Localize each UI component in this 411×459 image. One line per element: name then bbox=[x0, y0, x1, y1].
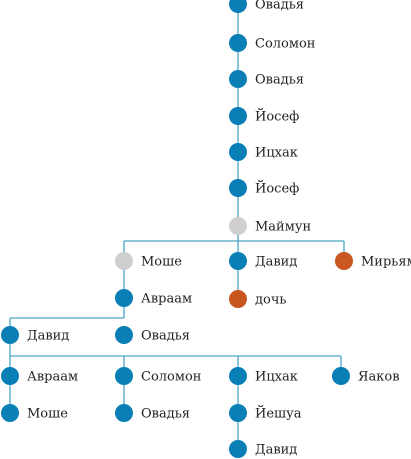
person-node: Ицхак bbox=[229, 143, 298, 161]
person-dot bbox=[335, 252, 353, 270]
person-dot bbox=[229, 0, 247, 13]
person-dot bbox=[229, 107, 247, 125]
person-name: Давид bbox=[255, 443, 297, 458]
person-dot bbox=[229, 404, 247, 422]
person-name: Маймун bbox=[255, 220, 311, 235]
person-dot bbox=[229, 440, 247, 458]
person-name: Авраам bbox=[141, 292, 192, 307]
person-name: Давид bbox=[255, 255, 297, 270]
person-name: Ицхак bbox=[255, 370, 298, 385]
person-dot bbox=[229, 34, 247, 52]
person-name: Овадья bbox=[255, 0, 304, 13]
person-name: Соломон bbox=[255, 37, 315, 52]
person-node: Авраам bbox=[1, 367, 78, 385]
person-name: дочь bbox=[255, 293, 287, 308]
person-dot bbox=[115, 367, 133, 385]
person-node: Моше bbox=[115, 252, 182, 270]
person-name: Овадья bbox=[141, 407, 190, 422]
person-node: Давид bbox=[229, 440, 297, 458]
person-node: Овадья bbox=[115, 404, 190, 422]
person-dot bbox=[229, 179, 247, 197]
person-name: Йосеф bbox=[255, 108, 299, 125]
person-node: Йосеф bbox=[229, 179, 299, 197]
person-node: Давид bbox=[229, 252, 297, 270]
person-name: Овадья bbox=[255, 73, 304, 88]
person-name: Йешуа bbox=[255, 405, 302, 422]
person-name: Мирьям bbox=[361, 255, 411, 270]
person-dot bbox=[115, 326, 133, 344]
person-dot bbox=[115, 404, 133, 422]
person-node: Соломон bbox=[229, 34, 315, 52]
person-node: Давид bbox=[1, 326, 69, 344]
person-name: Йосеф bbox=[255, 180, 299, 197]
person-name: Моше bbox=[27, 407, 68, 422]
person-name: Давид bbox=[27, 329, 69, 344]
person-node: Йосеф bbox=[229, 107, 299, 125]
person-node: Мирьям bbox=[335, 252, 411, 270]
person-node: Ицхак bbox=[229, 367, 298, 385]
person-node: Йешуа bbox=[229, 404, 302, 422]
person-node: Моше bbox=[1, 404, 68, 422]
person-name: Яаков bbox=[358, 370, 400, 385]
person-dot bbox=[332, 367, 350, 385]
person-dot bbox=[115, 252, 133, 270]
person-name: Ицхак bbox=[255, 146, 298, 161]
person-name: Соломон bbox=[141, 370, 201, 385]
person-node: Овадья bbox=[229, 70, 304, 88]
person-node: Овадья bbox=[229, 0, 304, 13]
person-node: Соломон bbox=[115, 367, 201, 385]
person-node: Маймун bbox=[229, 217, 311, 235]
person-name: Овадья bbox=[141, 329, 190, 344]
person-dot bbox=[1, 404, 19, 422]
person-dot bbox=[229, 367, 247, 385]
person-node: Авраам bbox=[115, 289, 192, 307]
person-dot bbox=[1, 326, 19, 344]
person-dot bbox=[1, 367, 19, 385]
person-dot bbox=[229, 217, 247, 235]
person-dot bbox=[229, 290, 247, 308]
person-dot bbox=[229, 143, 247, 161]
person-dot bbox=[229, 70, 247, 88]
person-dot bbox=[229, 252, 247, 270]
person-node: дочь bbox=[229, 290, 287, 308]
person-name: Моше bbox=[141, 255, 182, 270]
person-dot bbox=[115, 289, 133, 307]
person-node: Овадья bbox=[115, 326, 190, 344]
person-name: Авраам bbox=[27, 370, 78, 385]
person-node: Яаков bbox=[332, 367, 400, 385]
